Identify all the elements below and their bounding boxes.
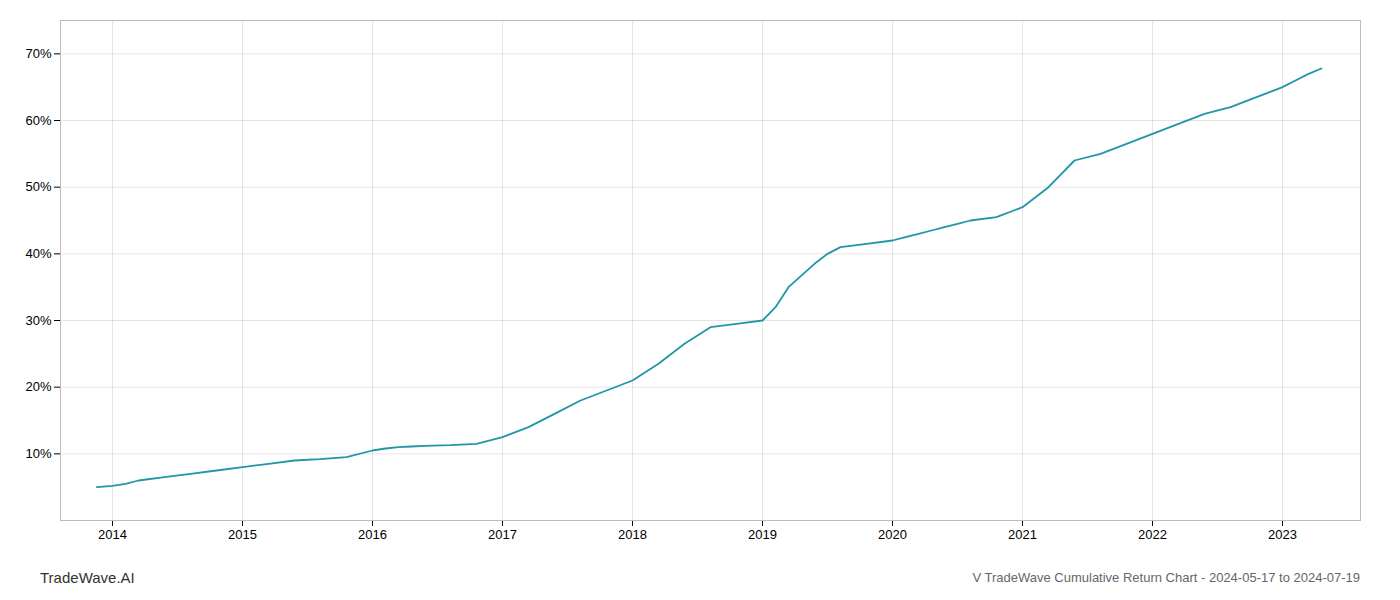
svg-text:70%: 70% [25,46,51,61]
svg-text:2014: 2014 [98,527,127,542]
svg-text:2020: 2020 [878,527,907,542]
svg-text:2023: 2023 [1268,527,1297,542]
svg-text:50%: 50% [25,179,51,194]
svg-text:60%: 60% [25,113,51,128]
html-text:TradeWave.AI: TradeWave.AI [40,568,135,586]
svg-text:2017: 2017 [488,527,517,542]
svg-text:2015: 2015 [228,527,257,542]
svg-text:40%: 40% [25,246,51,261]
html-text:V TradeWave Cumulative Return: V TradeWave Cumulative Return Chart - 20… [972,569,1360,585]
svg-text:2022: 2022 [1138,527,1167,542]
svg-text:2018: 2018 [618,527,647,542]
svg-text:20%: 20% [25,379,51,394]
svg-text:30%: 30% [25,313,51,328]
svg-text:2016: 2016 [358,527,387,542]
svg-text:10%: 10% [25,446,51,461]
svg-text:2021: 2021 [1008,527,1037,542]
svg-text:2019: 2019 [748,527,777,542]
